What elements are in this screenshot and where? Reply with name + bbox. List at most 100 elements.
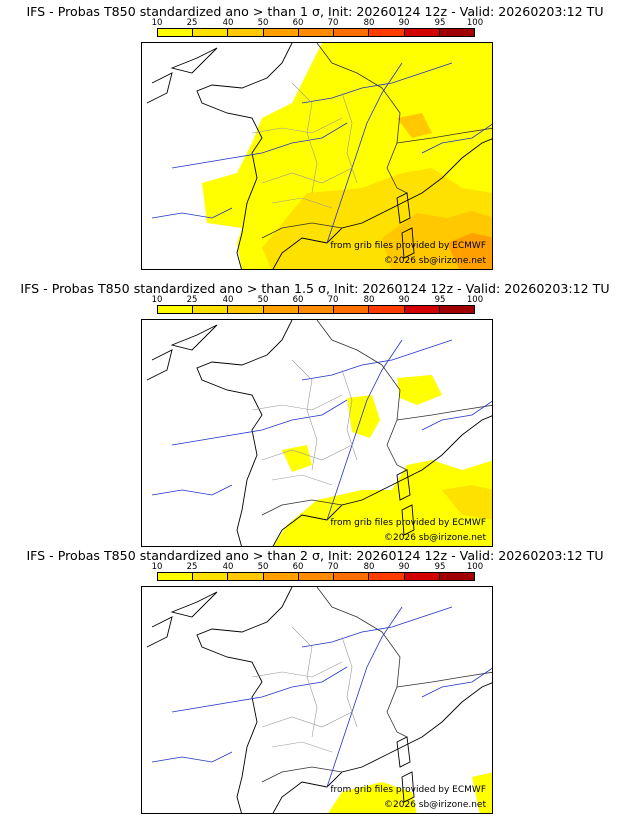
copyright-credit: ©2026 sb@irizone.net [384,256,486,266]
source-credit: from grib files provided by ECMWF [330,241,486,251]
river [326,339,403,521]
tick-label: 50 [257,562,269,572]
source-credit: from grib files provided by ECMWF [330,785,486,795]
country-border [316,320,408,471]
country-border [316,587,408,738]
colorbar-ticks: 10 25 40 50 60 70 80 90 95 100 [140,18,490,28]
river [151,751,233,763]
tick-label: 95 [434,18,446,28]
tick-label: 10 [151,295,163,305]
tick-label: 40 [222,562,234,572]
tick-label: 60 [292,562,304,572]
colorbar [157,28,475,37]
map-svg [146,43,492,269]
probability-area [282,445,312,472]
colorbar-segment [193,306,229,313]
panel-title: IFS - Probas T850 standardized ano > tha… [26,548,604,563]
tick-label: 10 [151,18,163,28]
country-border [261,222,343,239]
colorbar-segment [263,29,299,36]
tick-label: 25 [186,562,198,572]
river [421,667,492,698]
colorbar-segment [334,29,370,36]
probability-area [442,485,492,520]
region-boundary [251,359,358,486]
colorbar-segment [263,573,299,580]
tick-label: 70 [327,18,339,28]
river [301,606,453,648]
coastline [146,324,218,381]
panel-title: IFS - Probas T850 standardized ano > tha… [20,281,610,296]
map-frame: from grib files provided by ECMWF ©2026 … [141,319,493,547]
coastline [196,320,293,546]
river [151,207,233,219]
country-border [396,671,492,688]
coastline [272,138,492,269]
colorbar-segment [193,573,229,580]
region-boundary [251,82,358,209]
colorbar-ticks: 10 25 40 50 60 70 80 90 95 100 [140,295,490,305]
source-credit: from grib files provided by ECMWF [330,518,486,528]
coastline [396,192,415,259]
coastline [146,591,218,648]
colorbar-segment [158,29,194,36]
tick-label: 25 [186,295,198,305]
coastline [396,469,415,536]
tick-label: 100 [466,562,484,572]
coastline [146,47,218,104]
tick-label: 10 [151,562,163,572]
river [421,400,492,431]
country-border [316,43,408,194]
colorbar-segment [228,29,264,36]
probability-area [347,395,380,438]
tick-label: 50 [257,295,269,305]
tick-label: 25 [186,18,198,28]
tick-label: 90 [398,295,410,305]
coastline [272,682,492,813]
map-frame: from grib files provided by ECMWF ©2026 … [141,586,493,814]
map-svg [146,587,492,813]
colorbar-segment [404,29,440,36]
colorbar-segment [369,306,405,313]
coastline [196,43,293,269]
probability-area [397,113,432,138]
tick-label: 80 [363,295,375,305]
colorbar-segment [404,306,440,313]
country-border [396,127,492,144]
colorbar-segment [404,573,440,580]
colorbar-segment [334,306,370,313]
region-boundary [251,626,358,753]
tick-label: 100 [466,18,484,28]
river [421,123,492,154]
river [151,484,233,496]
probability-area [472,772,492,813]
colorbar-segment [228,573,264,580]
tick-label: 70 [327,562,339,572]
tick-label: 60 [292,295,304,305]
panel-sigma-1: IFS - Probas T850 standardized ano > tha… [0,4,630,272]
tick-label: 100 [466,295,484,305]
colorbar-ticks: 10 25 40 50 60 70 80 90 95 100 [140,562,490,572]
copyright-credit: ©2026 sb@irizone.net [384,800,486,810]
probability-area [328,782,417,813]
colorbar-segment [193,29,229,36]
tick-label: 80 [363,18,375,28]
panel-sigma-2: IFS - Probas T850 standardized ano > tha… [0,548,630,816]
tick-label: 60 [292,18,304,28]
map-svg [146,320,492,546]
coastline [396,736,415,803]
river [171,666,348,713]
colorbar-segment [334,573,370,580]
copyright-credit: ©2026 sb@irizone.net [384,533,486,543]
tick-label: 50 [257,18,269,28]
river [326,62,403,244]
tick-label: 40 [222,295,234,305]
tick-label: 90 [398,18,410,28]
country-border [396,404,492,421]
country-border [261,766,343,783]
river [301,62,453,104]
colorbar-segment [298,306,335,313]
river [171,122,348,169]
colorbar-segment [369,29,405,36]
tick-label: 40 [222,18,234,28]
